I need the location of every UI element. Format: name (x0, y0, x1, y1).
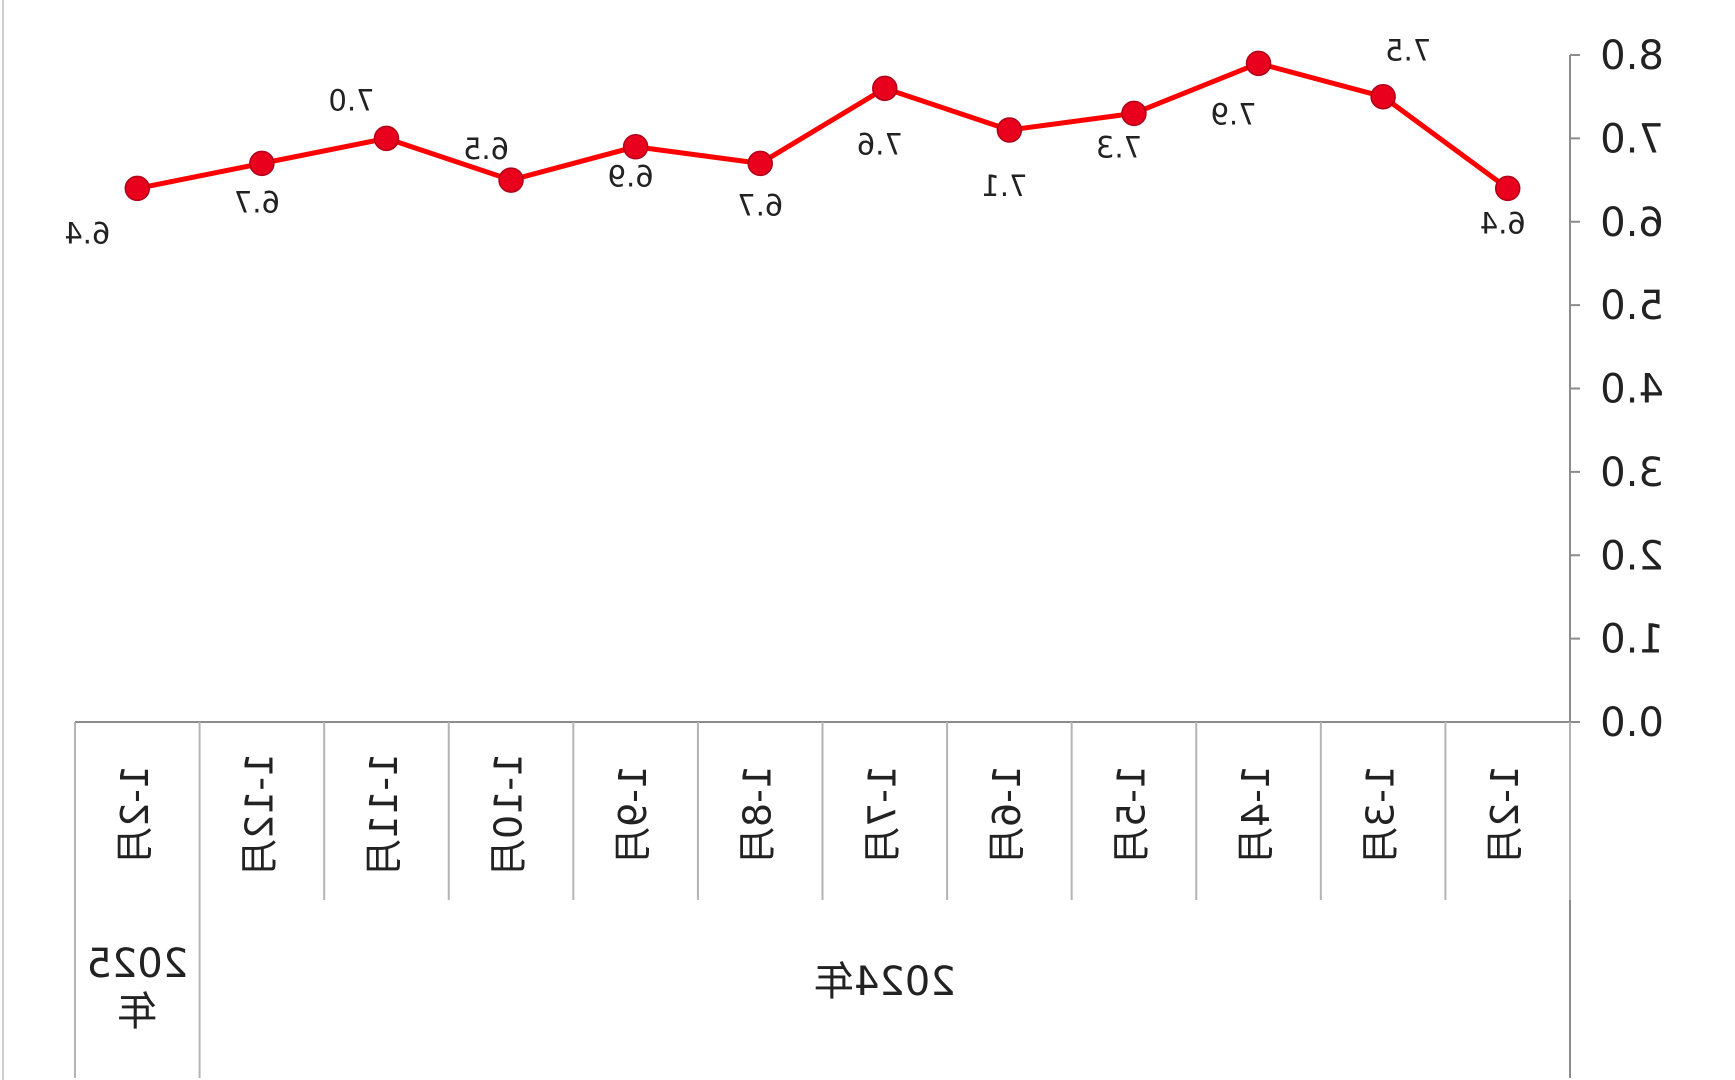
data-point (996, 117, 1023, 143)
data-label: 7.3 (1096, 130, 1142, 164)
year-group-label: 2025 年 (86, 941, 188, 1035)
data-point (1121, 100, 1147, 127)
y-tick-label: 1.0 (1600, 617, 1664, 663)
series-line (136, 60, 1510, 191)
y-tick-label: 2.0 (1600, 533, 1664, 579)
data-point (1494, 175, 1521, 202)
y-tick-label: 5.0 (1600, 283, 1664, 329)
data-point (1245, 50, 1272, 77)
data-label: 6.4 (64, 216, 110, 250)
data-label: 7.6 (857, 127, 903, 161)
x-tick-label: 1-2月 (113, 765, 157, 865)
x-tick-label: 1-3月 (1359, 765, 1403, 865)
data-label: 7.0 (328, 83, 374, 117)
data-point (498, 167, 524, 193)
y-tick-label: 4.0 (1600, 367, 1664, 413)
data-label: 7.9 (1210, 97, 1256, 131)
x-tick-label: 1-5月 (1109, 765, 1153, 865)
data-point (872, 75, 898, 102)
data-point (124, 175, 151, 202)
data-point (747, 150, 773, 177)
data-label-layer: 6.4 7.5 7.9 7.3 7.1 7.6 6.7 6.9 6.5 7.0 6.7 6.4 (64, 34, 1526, 251)
y-tick-label: 6.0 (1600, 200, 1664, 246)
data-label: 7.1 (981, 169, 1027, 203)
x-tick-label: 1-2月 (1483, 765, 1527, 865)
category-axis: 1-2月 1-3月 1-4月 1-5月 1-6月 1-7月 1-8月 1-9月 1-10月 1-1… (74, 721, 1571, 1078)
y-tick-label: 7.0 (1600, 116, 1664, 162)
y-tick-label: 3.0 (1600, 450, 1664, 496)
x-tick-label: 1-7月 (860, 765, 904, 865)
axis-layer: 0.0 1.0 2.0 3.0 4.0 5.0 6.0 7.0 8.0 (1569, 33, 1664, 1078)
x-tick-label: 1-4月 (1234, 765, 1278, 865)
data-label: 7.5 (1385, 34, 1431, 68)
y-tick-label: 8.0 (1600, 33, 1664, 79)
x-tick-label: 1-6月 (985, 765, 1029, 865)
data-label: 6.7 (737, 188, 783, 222)
x-tick-label: 1-9月 (611, 765, 655, 865)
data-point (249, 150, 275, 177)
data-label: 6.4 (1480, 206, 1526, 240)
y-tick-label: 0.0 (1600, 700, 1664, 746)
data-point (622, 133, 649, 160)
data-point (1370, 83, 1396, 110)
data-label: 6.5 (463, 132, 509, 166)
data-point (373, 125, 400, 152)
x-tick-label: 1-10月 (487, 753, 531, 877)
year-group-label: 2024年 (814, 959, 956, 1005)
series-layer (124, 50, 1521, 202)
x-tick-label: 1-11月 (362, 753, 406, 877)
x-tick-label: 1-12月 (237, 753, 281, 877)
data-label: 6.9 (608, 160, 654, 194)
data-label: 6.7 (234, 185, 280, 219)
x-tick-label: 1-8月 (736, 765, 780, 865)
